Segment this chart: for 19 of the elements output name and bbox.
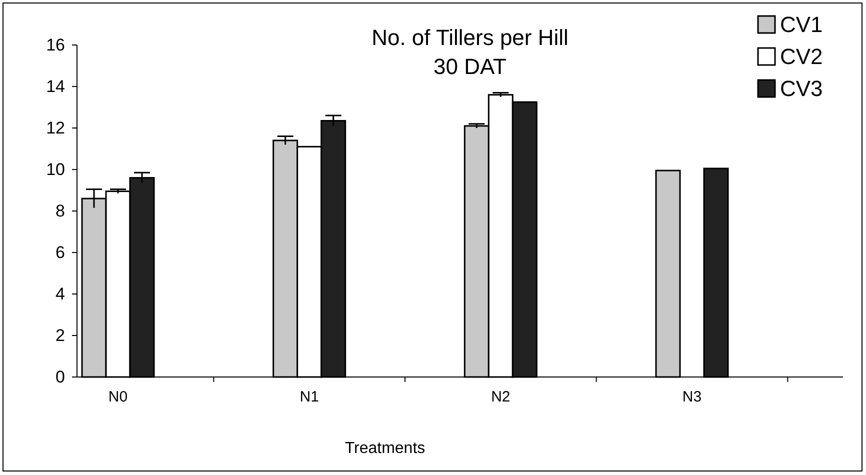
y-tick-label: 14 xyxy=(46,76,65,96)
y-tick-label: 0 xyxy=(56,367,65,386)
chart-title: No. of Tillers per Hill xyxy=(372,25,568,50)
y-tick-label: 4 xyxy=(56,284,65,304)
x-tick-label: N0 xyxy=(108,388,128,406)
x-tick-label: N2 xyxy=(491,388,510,406)
y-tick-label: 2 xyxy=(56,326,65,345)
x-tick-label: N1 xyxy=(300,388,319,406)
y-tick-label: 10 xyxy=(46,160,65,179)
legend-label: CV1 xyxy=(780,12,823,37)
x-axis-title: Treatments xyxy=(344,440,426,457)
y-tick-label: 16 xyxy=(46,35,65,54)
y-tick-label: 12 xyxy=(46,118,65,138)
y-tick-label: 6 xyxy=(56,242,65,262)
y-tick-label: 8 xyxy=(56,201,65,220)
x-tick-label: N3 xyxy=(682,388,702,406)
chart-subtitle: 30 DAT xyxy=(434,54,506,79)
legend-label: CV2 xyxy=(780,44,823,69)
legend-label: CV3 xyxy=(780,76,823,101)
